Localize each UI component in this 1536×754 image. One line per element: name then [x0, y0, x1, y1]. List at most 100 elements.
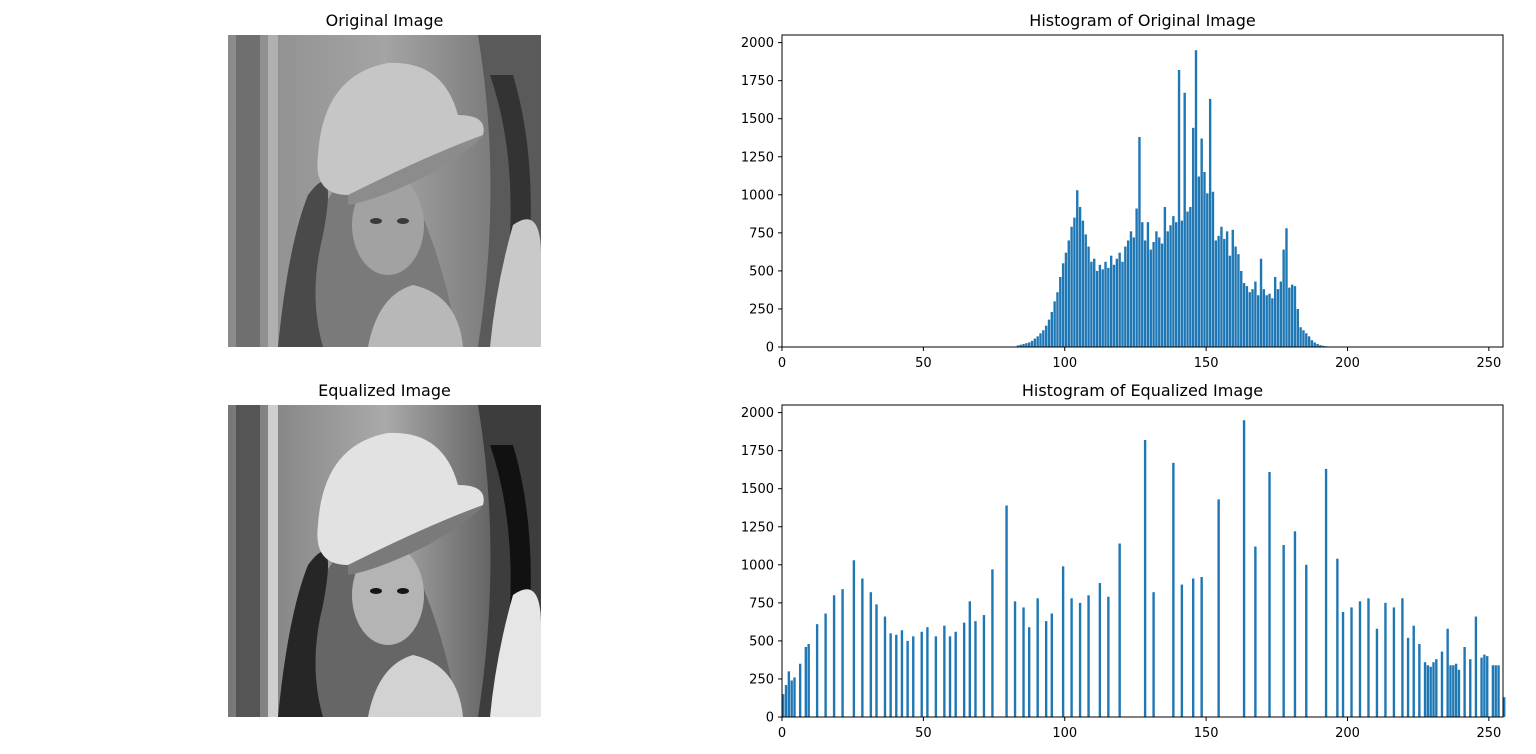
histogram-bar	[793, 677, 796, 717]
y-tick-label: 500	[749, 634, 774, 649]
histogram-bar	[1056, 292, 1059, 347]
histogram-bar	[1469, 659, 1472, 717]
histogram-bar	[1392, 607, 1396, 717]
histogram-bar	[1013, 601, 1017, 717]
histogram-bar	[1497, 665, 1500, 717]
chart-title: Histogram of Original Image	[1029, 11, 1255, 30]
histogram-equalized: Histogram of Equalized Image 0 50 100 150 200…	[741, 381, 1506, 741]
histogram-bar	[1217, 235, 1220, 347]
histogram-bar	[1067, 240, 1070, 347]
histogram-bar	[1070, 598, 1073, 717]
histogram-bar	[824, 613, 827, 717]
histogram-bar	[1296, 308, 1299, 347]
histogram-bar	[1463, 646, 1466, 717]
histogram-bar	[1169, 225, 1172, 347]
histogram-bar	[1483, 654, 1486, 717]
histogram-bar	[934, 636, 938, 717]
histogram-bar	[1457, 669, 1461, 717]
histogram-bar	[954, 631, 957, 717]
histogram-bar	[1259, 258, 1263, 347]
y-tick-label: 750	[749, 596, 774, 611]
histogram-bar	[1322, 345, 1325, 347]
histogram-bar	[1503, 697, 1506, 717]
histogram-bar	[1440, 651, 1444, 717]
x-tick-label: 50	[915, 726, 932, 741]
y-tick-label: 1000	[741, 558, 774, 573]
histogram-bar	[1186, 211, 1189, 347]
histogram-bar	[1432, 662, 1435, 717]
histogram-bar	[1036, 598, 1039, 717]
histogram-bar	[1107, 267, 1110, 347]
histogram-bar	[1449, 665, 1452, 717]
histogram-bar	[1401, 598, 1404, 717]
histogram-bar	[1118, 543, 1121, 717]
histogram-bar	[1316, 343, 1319, 347]
histogram-bar	[926, 627, 929, 717]
histogram-bar	[1095, 270, 1099, 347]
x-tick-label: 150	[1194, 726, 1219, 741]
histogram-bar	[1282, 545, 1285, 717]
x-tick-label: 250	[1476, 356, 1501, 371]
histogram-bar	[1098, 264, 1102, 347]
histogram-bar	[1030, 340, 1034, 347]
histogram-bar	[1494, 665, 1497, 717]
histogram-bar	[1146, 222, 1150, 347]
histogram-bar	[1220, 226, 1223, 347]
histogram-bar	[991, 569, 994, 717]
x-tick-label: 200	[1335, 726, 1360, 741]
y-tick-label: 250	[749, 672, 774, 687]
histogram-bar	[1423, 662, 1427, 717]
histogram-bar	[1163, 206, 1167, 347]
histogram-bar	[1293, 286, 1297, 347]
histogram-bar	[1228, 255, 1232, 347]
chart-title: Histogram of Equalized Image	[1022, 381, 1263, 400]
histogram-bar	[1175, 222, 1178, 347]
x-tick-label: 0	[778, 356, 786, 371]
histogram-bar	[1087, 595, 1090, 717]
histogram-bar	[1200, 576, 1203, 717]
histogram-bar	[784, 685, 788, 717]
histogram-bar	[912, 636, 915, 717]
histogram-bar	[1158, 237, 1161, 347]
x-tick-label: 100	[1052, 356, 1077, 371]
histogram-bar	[1016, 345, 1020, 347]
x-tick-label: 200	[1335, 356, 1360, 371]
histogram-bar	[1268, 293, 1271, 347]
histogram-bar	[1307, 336, 1311, 347]
histogram-bar	[1305, 333, 1308, 347]
histogram-bar	[1375, 628, 1379, 717]
histogram-bar	[943, 625, 946, 717]
histogram-bar	[1025, 343, 1028, 347]
histogram-bar	[1262, 289, 1266, 347]
histogram-bar	[889, 633, 892, 717]
axes-frame	[781, 34, 1504, 348]
histogram-bar	[1276, 289, 1280, 347]
histogram-bar	[1214, 240, 1217, 347]
histogram-bar	[1172, 216, 1175, 347]
histogram-bar	[1446, 628, 1449, 717]
histogram-bar	[1141, 222, 1144, 347]
histogram-bar	[1418, 643, 1421, 717]
histogram-bar	[1115, 258, 1119, 347]
histogram-bar	[1435, 659, 1438, 717]
y-tick-label: 1500	[741, 112, 774, 127]
histogram-bar	[1279, 281, 1283, 347]
y-tick-label: 2000	[741, 36, 774, 51]
histogram-bar	[974, 621, 977, 717]
y-tick-label: 1750	[741, 444, 774, 459]
histogram-bar	[1078, 206, 1082, 347]
histogram-bar	[1265, 295, 1268, 347]
y-tick-label: 1750	[741, 74, 774, 89]
histogram-bar	[1064, 252, 1068, 347]
histogram-bar	[962, 622, 966, 717]
histogram-bar	[1081, 220, 1085, 347]
histogram-bar	[1109, 255, 1113, 347]
histogram-bar	[1019, 344, 1022, 347]
histogram-bar	[1053, 301, 1056, 347]
histogram-bar	[1172, 462, 1175, 717]
histogram-bar	[1149, 249, 1152, 347]
histogram-bar	[1129, 231, 1133, 347]
histogram-bar	[1271, 298, 1274, 347]
histogram-bar	[1101, 269, 1104, 347]
